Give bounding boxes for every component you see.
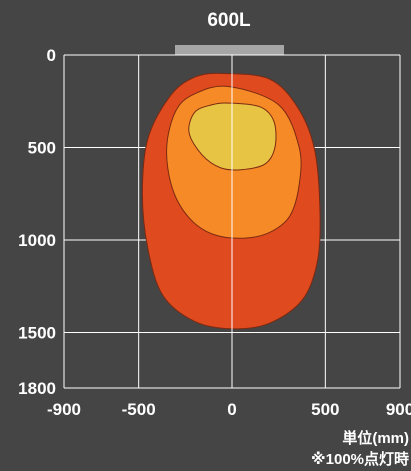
y-tick-label-3: 1500 [18,324,56,343]
lighting-note: ※100%点灯時 [311,450,409,468]
y-tick-label-2: 1000 [18,231,56,250]
x-tick-label-1: -500 [122,400,156,419]
x-tick-label-3: 500 [311,400,339,419]
y-tick-labels: 0 500 1000 1500 1800 [18,46,56,398]
y-tick-label-1: 500 [28,139,56,158]
lamp-bar [175,45,284,55]
x-tick-label-0: -900 [47,400,81,419]
x-tick-label-2: 0 [227,400,236,419]
zones [141,55,321,388]
y-tick-label-0: 0 [47,46,56,65]
chart-title: 600L [207,10,251,31]
y-tick-label-4: 1800 [18,379,56,398]
x-tick-label-4: 900 [386,400,411,419]
x-tick-labels: -900 -500 0 500 900 [47,400,411,419]
unit-label: 単位(mm) [342,429,409,447]
